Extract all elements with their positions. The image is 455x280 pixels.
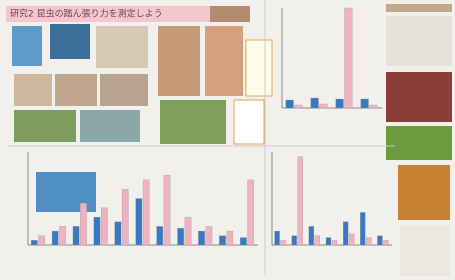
- bar: [157, 226, 163, 245]
- bar: [383, 240, 388, 245]
- bar: [101, 208, 107, 245]
- photo: [14, 110, 76, 142]
- photo: [386, 16, 452, 66]
- bar: [309, 226, 314, 245]
- bar: [122, 189, 128, 245]
- bar: [31, 240, 37, 245]
- bar: [336, 99, 344, 108]
- photo: [386, 72, 452, 122]
- bar: [298, 157, 303, 245]
- photo: [100, 74, 148, 106]
- bar: [349, 234, 354, 245]
- bar: [311, 98, 319, 108]
- bar: [59, 226, 65, 245]
- note: [246, 40, 272, 96]
- photo: [36, 172, 96, 212]
- photo: [400, 226, 450, 276]
- title: 研究2 昆虫の踏ん張り力を測定しよう: [10, 8, 163, 20]
- bar: [185, 217, 191, 245]
- bar: [332, 240, 337, 245]
- bar: [80, 203, 86, 245]
- bar: [275, 231, 280, 245]
- bar: [115, 222, 121, 245]
- photo: [160, 100, 226, 144]
- photo: [158, 26, 200, 96]
- bar: [326, 238, 331, 245]
- photo: [386, 126, 452, 160]
- note: [234, 100, 264, 144]
- bar: [240, 238, 246, 245]
- bar: [361, 99, 369, 108]
- bar: [292, 236, 297, 245]
- bar: [227, 231, 233, 245]
- photo: [14, 74, 52, 106]
- bar: [38, 236, 44, 245]
- page: {"poster": {"title": "研究2 昆虫の踏ん張り力を測定しよう…: [0, 0, 455, 280]
- bar: [164, 175, 170, 245]
- bar: [360, 212, 365, 245]
- photo: [55, 74, 97, 106]
- photo: [386, 4, 452, 12]
- bar: [136, 199, 142, 246]
- bar: [198, 231, 204, 245]
- bar: [343, 222, 348, 245]
- photo: [80, 110, 140, 142]
- bar: [143, 180, 149, 245]
- bar: [286, 100, 294, 108]
- photo: [50, 24, 90, 59]
- photo: [12, 26, 42, 66]
- bar: [320, 104, 328, 108]
- bar: [315, 236, 320, 245]
- bar: [345, 8, 353, 108]
- bar: [370, 105, 378, 108]
- bar: [248, 180, 254, 245]
- bar: [94, 217, 100, 245]
- bar: [219, 236, 225, 245]
- bar: [73, 226, 79, 245]
- bar: [52, 231, 58, 245]
- bar: [377, 236, 382, 245]
- photo: [398, 165, 450, 220]
- photo: [210, 6, 250, 22]
- photo: [205, 26, 243, 96]
- poster: 研究2 昆虫の踏ん張り力を測定しよう: [0, 0, 455, 280]
- bar: [206, 226, 212, 245]
- bar: [178, 228, 184, 245]
- photo: [96, 26, 148, 68]
- bar: [295, 105, 303, 108]
- bar: [281, 240, 286, 245]
- bar: [366, 238, 371, 245]
